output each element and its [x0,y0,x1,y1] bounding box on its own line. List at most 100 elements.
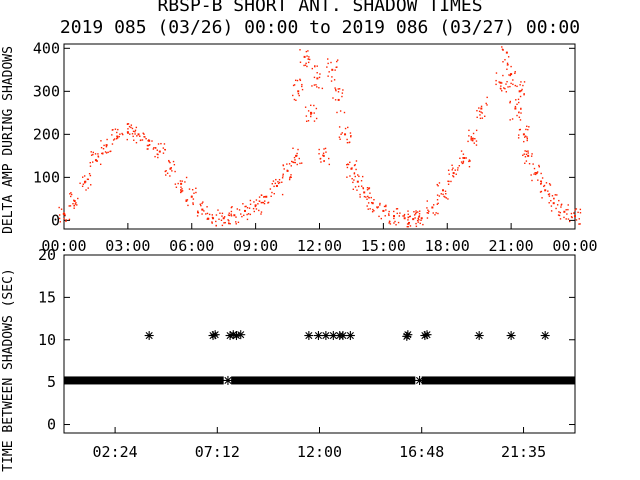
top-data-point-scatter [217,209,219,211]
top-data-point-scatter [228,214,231,217]
top-data-point-scatter [249,213,252,216]
bottom-data-point [403,330,413,340]
top-data-point-scatter [540,172,542,175]
top-data-point-scatter [402,215,404,217]
top-data-point-scatter [551,195,554,197]
top-data-point-scatter [512,83,514,86]
top-data-point-scatter [447,183,450,185]
top-data-point-scatter [139,135,141,137]
top-data-point-scatter [316,72,318,74]
top-data-point-scatter [90,151,92,153]
top-data-point-scatter [165,174,167,176]
top-data-point-scatter [180,190,182,192]
bottom-data-point [345,331,355,341]
top-data-point-scatter [349,132,352,134]
top-data-point-scatter [90,184,92,186]
top-data-point-scatter [297,148,299,151]
top-data-point-scatter [518,116,521,118]
top-data-point-scatter [519,84,521,86]
top-data-point-scatter [301,162,303,164]
top-data-point-scatter [528,126,530,128]
top-x-tick-label: 00:00 [41,237,86,255]
top-data-point-scatter [336,60,338,63]
top-data-point-scatter [361,175,364,178]
top-x-tick-label: 09:00 [233,237,278,255]
top-data-point-scatter [296,163,298,166]
top-data-point-scatter [403,215,405,217]
top-data-point-scatter [346,163,348,166]
top-data-point-scatter [215,214,218,216]
bottom-x-tick-label: 12:00 [297,443,342,461]
top-data-point-scatter [366,205,368,207]
top-data-point-scatter [528,163,531,165]
top-data-point-scatter [278,181,281,184]
top-data-point-scatter [426,212,428,214]
top-data-point-scatter [328,157,330,160]
top-data-point-scatter [472,139,474,142]
top-data-point-scatter [436,203,439,205]
top-data-point-scatter [444,190,447,192]
top-data-point-scatter [298,157,300,160]
top-data-point-scatter [336,59,339,61]
top-data-point-scatter [339,110,342,112]
top-data-point-scatter [541,197,543,199]
top-data-point-scatter [197,210,199,212]
top-data-point-scatter [539,183,542,185]
top-data-point [563,210,566,213]
top-data-point-scatter [555,207,557,210]
top-data-point-scatter [83,175,86,177]
top-data-point-scatter [534,173,537,176]
top-data-point-scatter [228,212,230,214]
top-data-point-scatter [548,195,551,197]
top-data-point-scatter [540,182,543,184]
top-data-point-scatter [394,220,396,223]
top-data-point-scatter [134,133,136,135]
top-data-point-scatter [378,215,380,218]
top-data-point-scatter [168,159,170,162]
top-data-point-scatter [105,152,108,154]
top-data-point-scatter [557,214,560,216]
top-data-point-scatter [328,163,331,166]
top-data-point-scatter [112,129,114,131]
top-data-point-scatter [436,194,439,196]
top-data-point-scatter [365,196,367,198]
top-data-point-scatter [509,100,512,103]
top-data-point-scatter [376,206,378,208]
top-data-point-scatter [297,92,300,95]
top-data-point-scatter [462,162,465,164]
top-data-point-scatter [518,111,520,113]
top-data-point-scatter [166,172,169,174]
top-data-point-scatter [367,208,369,210]
top-data-point-scatter [180,189,182,191]
top-data-point-scatter [327,62,329,65]
top-data-point-scatter [523,136,526,138]
top-data-point-scatter [504,87,506,90]
top-data-point-scatter [495,79,497,82]
top-data-point-scatter [244,205,246,208]
top-data-point-scatter [180,186,182,188]
top-data-point-scatter [500,85,502,87]
top-data-point-scatter [354,186,357,188]
top-y-axis-label: DELTA AMP DURING SHADOWS [1,46,16,234]
top-data-point-scatter [77,197,79,200]
top-data-point-scatter [379,202,381,205]
top-data-point-scatter [142,132,144,134]
top-data-point-scatter [523,153,525,155]
top-data-point-scatter [341,92,344,94]
bottom-data-points [144,330,550,385]
top-data-point-scatter [310,112,313,114]
top-data-point-scatter [563,216,565,219]
top-data-point-scatter [334,88,337,91]
top-data-point-scatter [199,203,201,205]
top-data-point [73,200,76,203]
bottom-data-point [313,331,323,341]
top-data-point-scatter [501,82,503,84]
top-data-point-scatter [332,97,334,99]
bottom-band-segment [421,376,575,385]
top-data-point-scatter [530,174,532,176]
top-data-point [337,98,340,101]
top-data-point-scatter [476,116,478,119]
top-data-point-scatter [334,99,337,101]
top-data-point-scatter [525,153,528,156]
top-data-point-scatter [331,76,333,78]
